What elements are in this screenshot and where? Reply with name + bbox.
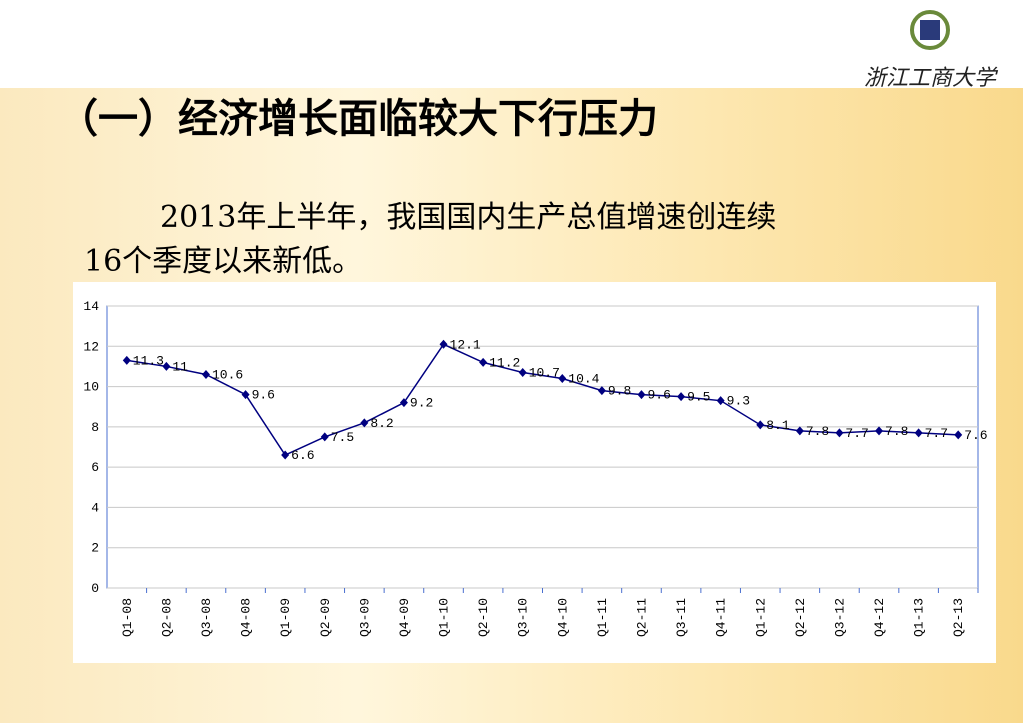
y-tick-label: 10 [83,380,99,395]
heading: （一）经济增长面临较大下行压力 [58,96,658,142]
x-tick-label: Q1-09 [278,598,293,637]
y-tick-label: 6 [91,460,99,475]
data-label: 10.4 [568,372,599,387]
x-tick-label: Q2-13 [951,598,966,637]
data-label: 9.8 [608,384,631,399]
data-label: 7.8 [885,424,908,439]
x-tick-label: Q3-10 [516,598,531,637]
data-line [126,343,959,457]
data-label: 7.7 [925,426,948,441]
y-tick-label: 4 [91,500,99,515]
data-point [597,386,606,396]
data-label: 7.5 [331,430,354,445]
data-label: 10.6 [212,367,243,382]
data-label: 12.1 [450,337,481,352]
logo: 浙江工商大学 [855,8,1005,92]
data-point [954,430,963,440]
body-text: 2013年上半年，我国国内生产总值增速创连续 [160,200,777,235]
data-point [914,428,923,438]
x-tick-label: Q4-12 [872,598,887,637]
x-tick-label: Q2-09 [318,598,333,637]
data-label: 11 [172,359,188,374]
x-tick-label: Q3-09 [357,598,372,637]
data-label: 7.6 [964,428,987,443]
data-label: 9.6 [647,388,670,403]
data-point [281,450,290,460]
logo-emblem [910,10,950,50]
y-tick-label: 14 [83,299,99,314]
data-point [241,390,250,400]
data-point [637,390,646,400]
y-tick-label: 2 [91,541,99,556]
data-label: 9.3 [727,394,750,409]
data-point [320,432,329,442]
data-point [558,374,567,384]
data-label: 8.2 [370,416,393,431]
x-tick-label: Q2-12 [793,598,808,637]
data-point [122,355,131,365]
data-point [677,392,686,402]
data-label: 6.6 [291,448,314,463]
x-tick-label: Q1-08 [120,598,135,637]
data-point [716,396,725,406]
data-point [875,426,884,436]
logo-text: 浙江工商大学 [863,66,996,91]
x-tick-label: Q2-08 [159,598,174,637]
data-point [399,398,408,408]
y-tick-label: 0 [91,581,99,596]
x-tick-label: Q4-11 [714,598,729,637]
data-label: 9.5 [687,390,710,405]
data-point [518,367,527,377]
chart: 0 2 4 6 8 10 12 14 Q1-08 Q2-08 Q3-08 Q4-08 Q1-09 Q2-0… [73,282,996,663]
chart-background [73,282,996,663]
x-tick-label: Q1-13 [912,598,927,637]
y-tick-label: 12 [83,339,99,354]
data-point [162,361,171,371]
x-tick-label: Q3-11 [674,598,689,637]
x-tick-label: Q1-12 [753,598,768,637]
data-point [439,339,448,349]
data-point [835,428,844,438]
x-tick-label: Q4-10 [555,598,570,637]
data-label: 10.7 [529,365,560,380]
data-label: 8.1 [766,418,790,433]
data-label: 7.8 [806,424,829,439]
x-tick-label: Q2-10 [476,598,491,637]
y-tick-label: 8 [91,420,99,435]
x-tick-label: Q1-10 [437,598,452,637]
data-point [201,369,210,379]
x-tick-label: Q3-12 [832,598,847,637]
x-tick-label: Q4-08 [239,598,254,637]
data-point [756,420,765,430]
data-label: 11.2 [489,355,520,370]
data-label: 7.7 [845,426,868,441]
data-label: 9.6 [252,388,275,403]
data-point [360,418,369,428]
data-label: 11.3 [133,353,164,368]
x-tick-label: Q4-09 [397,598,412,637]
data-point [479,357,488,367]
body-text: 16个季度以来新低。 [84,244,363,279]
x-tick-label: Q1-11 [595,598,610,637]
x-tick-label: Q2-11 [634,598,649,637]
data-point [795,426,804,436]
data-label: 9.2 [410,396,433,411]
x-tick-label: Q3-08 [199,598,214,637]
header-band [0,0,1023,88]
